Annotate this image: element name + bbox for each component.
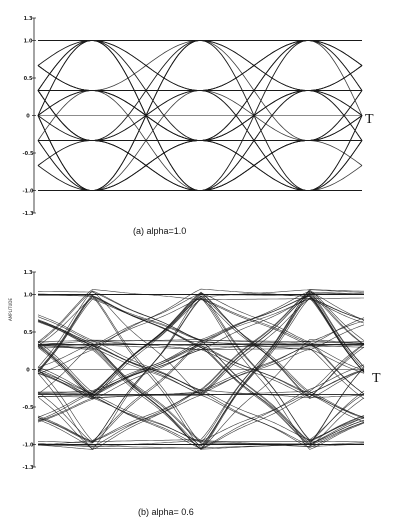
- eye-trace: [37, 40, 363, 91]
- eye-trace: [37, 292, 365, 443]
- eye-trace: [37, 40, 363, 166]
- eye-trace: [37, 390, 365, 446]
- eye-trace: [37, 296, 365, 373]
- eye-trace: [37, 65, 363, 191]
- eye-trace: [37, 115, 363, 191]
- caption-b: (b) alpha= 0.6: [138, 507, 194, 517]
- eye-trace: [37, 65, 363, 141]
- eye-trace: [37, 290, 365, 447]
- y-tick-label: -0.5: [23, 405, 34, 411]
- eye-trace: [37, 290, 365, 446]
- eye-trace: [37, 115, 363, 191]
- y-tick-label: 1.3: [24, 16, 33, 22]
- eye-trace: [37, 347, 365, 442]
- eye-trace: [37, 396, 365, 449]
- eye-trace: [37, 294, 365, 395]
- t-marker: T: [365, 112, 374, 127]
- eye-trace: [37, 298, 365, 342]
- t-marker: T: [372, 371, 381, 386]
- eye-trace: [37, 340, 365, 392]
- eye-trace: [37, 295, 365, 373]
- y-tick-label: 1.3: [24, 270, 33, 276]
- eye-trace: [37, 324, 365, 398]
- eye-trace: [37, 65, 363, 191]
- eye-trace: [37, 295, 365, 441]
- eye-trace: [37, 297, 365, 395]
- eye-trace: [37, 320, 365, 423]
- eye-trace: [37, 347, 365, 442]
- eye-trace: [37, 294, 365, 445]
- eye-trace: [37, 289, 365, 421]
- y-tick-label: -1.0: [23, 443, 34, 449]
- eye-trace: [37, 291, 365, 451]
- eye-trace: [37, 292, 365, 441]
- y-tick-label: 1.0: [24, 293, 33, 299]
- eye-trace: [37, 319, 365, 442]
- eye-trace: [37, 297, 365, 450]
- y-tick-label: -1.3: [23, 465, 34, 471]
- y-tick-label: 0.5: [24, 76, 33, 82]
- eye-trace: [37, 343, 364, 395]
- eye-trace: [37, 293, 365, 399]
- eye-trace: [38, 291, 365, 342]
- eye-trace: [37, 289, 364, 449]
- eye-diagram-b: 1.3 1.0 0.5 0 -0.5 -1.0 -1.3 AMPLITUDE T: [8, 270, 381, 471]
- eye-trace: [37, 290, 365, 397]
- eye-trace: [37, 140, 362, 191]
- eye-trace: [37, 344, 365, 397]
- caption-a: (a) alpha=1.0: [133, 226, 186, 236]
- y-tick-label: -1.0: [23, 189, 34, 195]
- eye-diagram-a: 1.3 1.0 0.5 0 -0.5 -1.0 -1.3 T: [23, 16, 374, 217]
- eye-trace: [37, 297, 365, 447]
- eye-trace: [38, 299, 365, 393]
- eye-trace: [37, 289, 365, 443]
- eye-trace: [37, 40, 363, 91]
- eye-trace: [38, 90, 363, 116]
- y-tick-label: 0: [26, 368, 30, 374]
- eye-trace: [37, 298, 365, 443]
- eye-trace: [37, 293, 365, 447]
- eye-trace: [37, 298, 365, 444]
- y-tick-label: 0: [26, 114, 30, 120]
- eye-trace: [37, 40, 362, 91]
- y-tick-label: -1.3: [23, 211, 34, 217]
- eye-trace: [37, 292, 365, 450]
- eye-trace: [37, 40, 363, 116]
- eye-trace: [37, 295, 365, 418]
- eye-trace: [37, 115, 363, 191]
- eye-trace: [37, 297, 365, 349]
- y-tick-label: -0.5: [23, 151, 34, 157]
- eye-trace: [38, 339, 365, 449]
- y-tick-label: 0.5: [24, 330, 33, 336]
- eye-trace: [37, 294, 365, 442]
- eye-trace: [37, 320, 365, 447]
- eye-trace: [37, 290, 364, 443]
- eye-trace: [37, 293, 364, 395]
- y-axis-label: AMPLITUDE: [8, 298, 13, 321]
- y-tick-label: 1.0: [24, 39, 33, 45]
- eye-trace: [37, 65, 363, 141]
- eye-trace: [38, 295, 365, 446]
